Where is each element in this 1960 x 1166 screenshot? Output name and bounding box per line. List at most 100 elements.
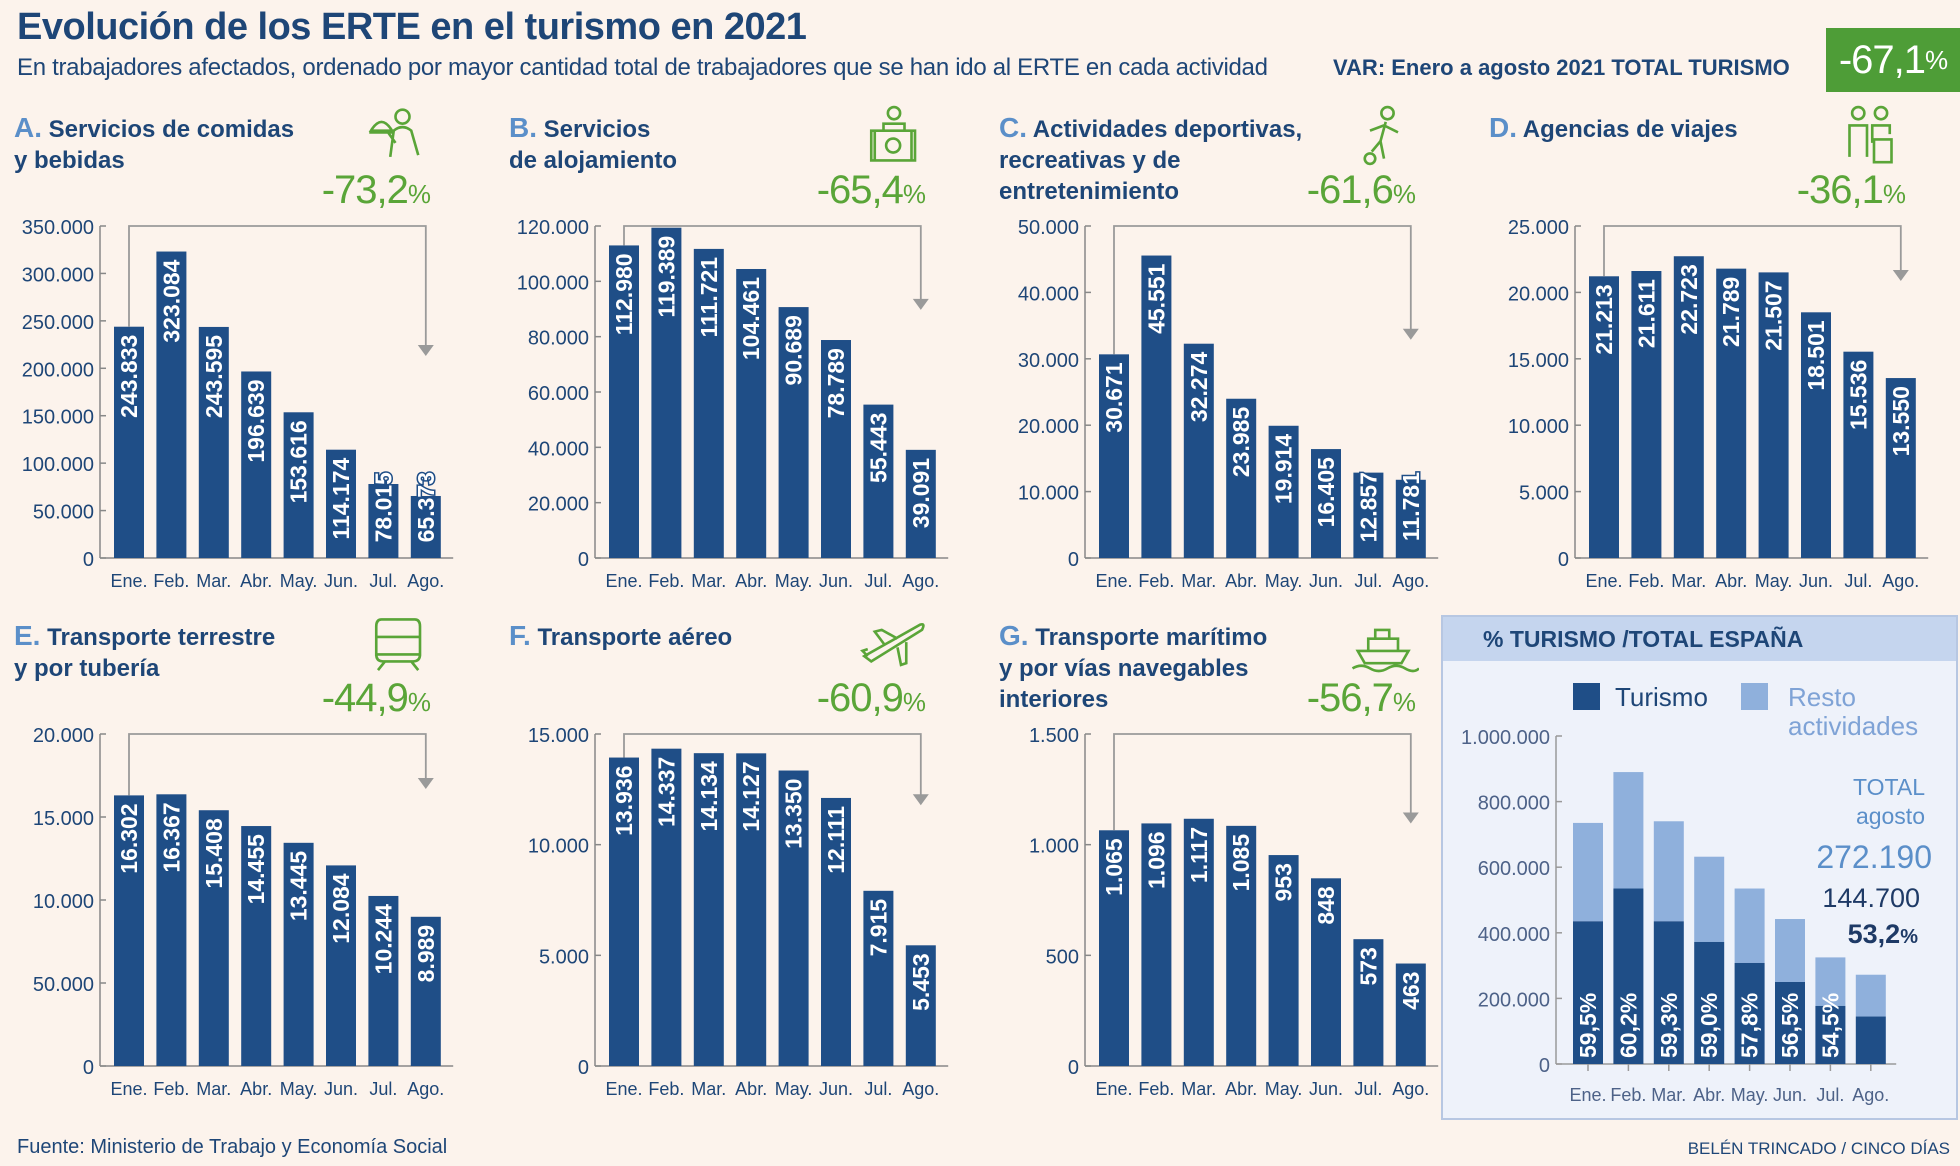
pct-label: 59,0%: [1696, 993, 1722, 1058]
y-tick-label: 120.000: [517, 217, 589, 239]
y-tick-label: 100.000: [22, 454, 94, 476]
x-tick-label: Ago.: [407, 1079, 444, 1099]
x-tick-label: Jul.: [369, 571, 397, 591]
panel-variation-unit: %: [902, 179, 926, 209]
bar-chart: 350.000 300.000 250.000 200.000 150.000 100.0…: [22, 217, 454, 591]
bar-value-label: 30.671: [1101, 362, 1127, 433]
bar-Ene.: [609, 757, 639, 1066]
bar-Jun.: [326, 449, 356, 558]
panel-letter: C.: [999, 112, 1027, 143]
bar-Feb.: [156, 251, 187, 559]
y-tick-label: 0: [578, 1057, 589, 1079]
bar-value-label: 16.405: [1313, 457, 1339, 528]
bar-value-label: 14.337: [653, 757, 679, 827]
y-tick-label: 800.000: [1478, 793, 1550, 815]
x-tick-label: Mar.: [1181, 571, 1216, 591]
page-title: Evolución de los ERTE en el turismo en 2…: [17, 6, 807, 48]
panel-variation-unit: %: [1392, 687, 1416, 717]
x-tick-label: Ago.: [1852, 1085, 1889, 1105]
bar-Feb.: [651, 748, 682, 1066]
bar-Mar.: [1183, 343, 1214, 558]
bar-Ago.: [410, 495, 441, 558]
bar-Ago.: [1395, 963, 1426, 1066]
y-tick-label: 100.000: [517, 272, 589, 294]
bar-Feb.: [156, 794, 187, 1066]
bar-Jun.: [1311, 449, 1341, 558]
bar-value-label: 573: [1355, 947, 1381, 985]
bar-value-label: 78.789: [823, 348, 849, 418]
x-tick-label: Feb.: [648, 571, 684, 591]
bar-Ene.: [609, 245, 639, 558]
y-tick-label: 5.000: [1519, 483, 1569, 505]
page-subtitle: En trabajadores afectados, ordenado por …: [17, 54, 1268, 81]
bar-value-label: 1.065: [1101, 838, 1127, 896]
bar-value-label: 10.244: [370, 904, 396, 975]
annotation-total-value: 272.190: [1816, 839, 1932, 875]
bar-value-label: 23.985: [1228, 407, 1254, 478]
x-tick-label: Ago.: [1392, 1079, 1429, 1099]
trend-bracket: [128, 733, 427, 796]
bar-value-label: 243.833: [116, 335, 142, 418]
bar-Feb.: [1141, 255, 1172, 558]
panel-title: B. Servicios de alojamiento: [509, 112, 677, 176]
travelers-icon: [1848, 105, 1893, 164]
bar-value-label: 90.689: [781, 315, 807, 385]
bar-turismo-Jun.: [1775, 982, 1805, 1064]
panel-variation-unit: %: [1392, 179, 1416, 209]
total-var-value: -67,1: [1838, 37, 1926, 82]
bar-Jun.: [821, 797, 851, 1066]
legend-label-turismo: Turismo: [1615, 682, 1708, 712]
y-tick-label: 10.000: [1508, 416, 1569, 438]
x-tick-label: Jul.: [1816, 1085, 1844, 1105]
y-tick-label: 40.000: [528, 438, 589, 460]
panel-variation-value: -60,9: [816, 676, 904, 720]
bar-Ene.: [114, 795, 144, 1066]
bar-value-label: 21.213: [1591, 284, 1617, 354]
total-var-unit: %: [1925, 44, 1948, 75]
bar-Ago.: [1885, 378, 1916, 558]
x-tick-label: Ago.: [407, 571, 444, 591]
bar-value-label: 13.445: [286, 851, 312, 922]
legend-label-resto-2: actividades: [1788, 711, 1918, 741]
chart-panel-b: B. Servicios de alojamiento -65,4% 120.000 1…: [495, 100, 985, 610]
source-note: Fuente: Ministerio de Trabajo y Economía…: [17, 1136, 448, 1158]
panel-title-line: entretenimiento: [999, 178, 1180, 205]
bar-Ago.: [1395, 479, 1426, 558]
x-tick-label: Mar.: [1181, 1079, 1216, 1099]
y-tick-label: 0: [1068, 549, 1079, 571]
bar-Jul.: [1843, 351, 1874, 558]
panel-title-line: de alojamiento: [509, 147, 678, 174]
y-tick-label: 600.000: [1478, 858, 1550, 880]
bar-Jul.: [368, 895, 399, 1066]
waiter-icon: [368, 108, 420, 158]
panel-title: D. Agencias de viajes: [1489, 112, 1738, 145]
legend-swatch-resto: [1741, 683, 1768, 710]
y-tick-label: 50.000: [1018, 217, 1079, 239]
x-tick-label: Abr.: [240, 1079, 272, 1099]
x-tick-label: Ene.: [605, 571, 642, 591]
chart-panel-a: A. Servicios de comidas y bebidas -73,2% 35…: [0, 100, 490, 610]
bar-value-label: 13.550: [1888, 386, 1914, 456]
x-tick-label: Ene.: [110, 571, 147, 591]
x-tick-label: Ago.: [902, 1079, 939, 1099]
bar-Abr.: [241, 371, 272, 558]
bar-May.: [1268, 855, 1299, 1066]
bar-Jul.: [863, 890, 894, 1066]
trend-arrow-icon: [417, 778, 434, 789]
train: [374, 618, 422, 671]
x-tick-label: Jun.: [324, 571, 358, 591]
panel-title: E. Transporte terrestre y por tubería: [14, 620, 275, 684]
bar-value-label: 13.936: [611, 766, 637, 836]
y-tick-label: 0: [1539, 1055, 1550, 1077]
turismo-share-title: % TURISMO /TOTAL ESPAÑA: [1483, 626, 1804, 652]
bar-value-label: 13.350: [781, 779, 807, 849]
chart-panel-c: C. Actividades deportivas, recreativas y …: [985, 100, 1475, 610]
ball: [1363, 152, 1377, 166]
bar-Feb.: [1141, 823, 1172, 1066]
panel-title-line: recreativas y de: [999, 147, 1181, 174]
y-tick-label: 200.000: [22, 359, 94, 381]
panel-title-line: Transporte marítimo: [1035, 624, 1268, 651]
bar-value-label: 104.461: [738, 277, 764, 360]
desk: [869, 122, 917, 162]
credit-note: BELÉN TRINCADO / CINCO DÍAS: [1687, 1139, 1950, 1158]
